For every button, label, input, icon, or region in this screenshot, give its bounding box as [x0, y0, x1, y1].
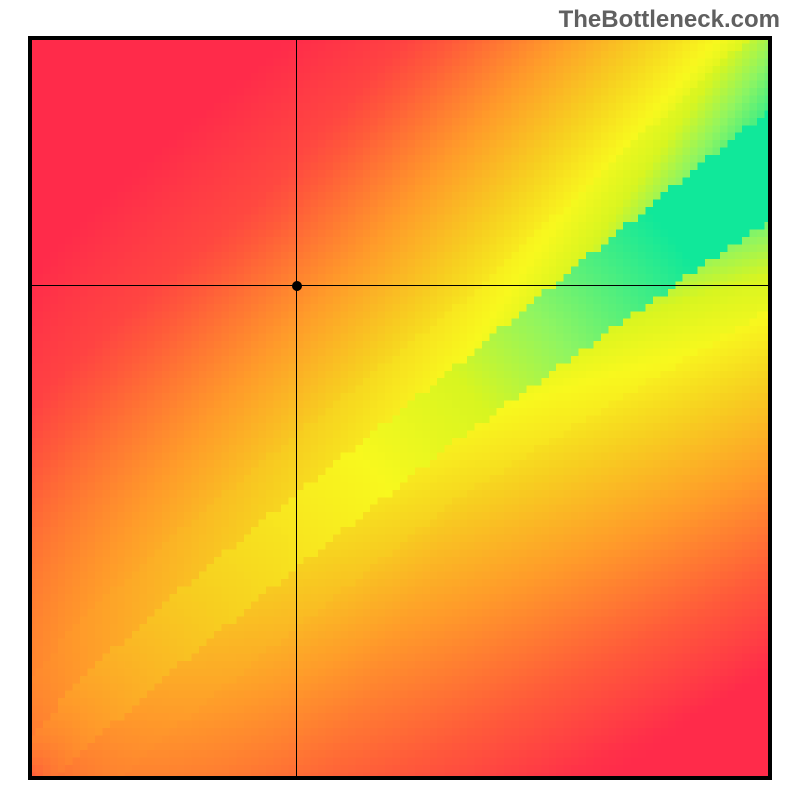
- plot-area: [28, 36, 772, 780]
- heatmap-canvas: [28, 36, 772, 780]
- figure: TheBottleneck.com: [0, 0, 800, 800]
- watermark-text: TheBottleneck.com: [559, 6, 780, 34]
